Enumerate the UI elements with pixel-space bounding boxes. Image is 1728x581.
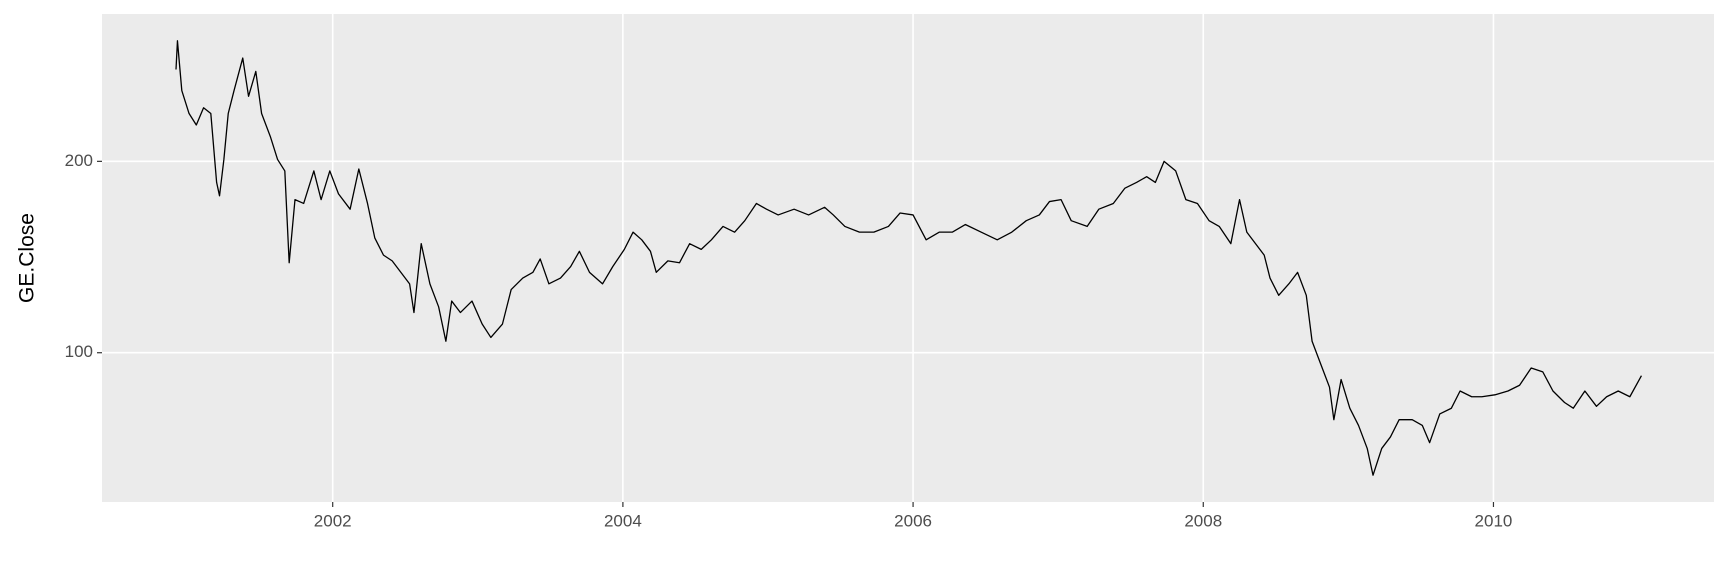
- x-tick-label: 2006: [894, 511, 932, 530]
- x-tick-label: 2004: [604, 511, 642, 530]
- x-tick-label: 2008: [1184, 511, 1222, 530]
- panel: [102, 14, 1714, 502]
- x-tick-label: 2010: [1475, 511, 1513, 530]
- price-line: [175, 40, 1643, 476]
- y-tick-label: 200: [65, 151, 93, 170]
- y-tick-label: 100: [65, 342, 93, 361]
- y-axis-label: GE.Close: [16, 213, 39, 303]
- x-tick-label: 2002: [314, 511, 352, 530]
